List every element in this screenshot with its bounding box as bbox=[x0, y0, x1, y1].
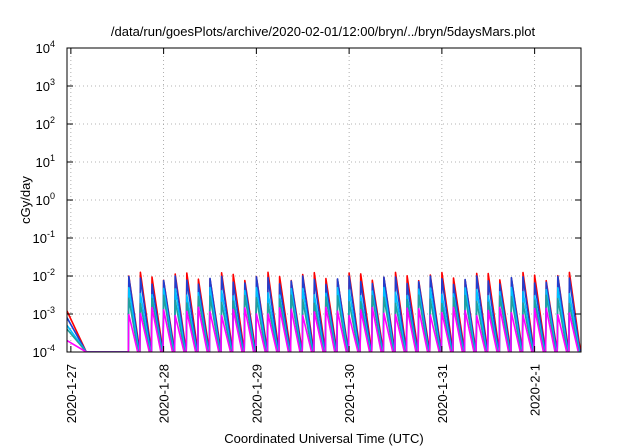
y-axis-label: cGy/day bbox=[18, 176, 33, 224]
x-axis-label: Coordinated Universal Time (UTC) bbox=[224, 431, 423, 446]
y-tick-label: 10-4 bbox=[33, 343, 55, 360]
y-tick-label: 104 bbox=[36, 39, 55, 56]
y-tick-label: 10-2 bbox=[33, 267, 55, 284]
x-tick-label: 2020-1-30 bbox=[342, 364, 357, 423]
y-tick-label: 102 bbox=[36, 115, 55, 132]
x-tick-label: 2020-1-31 bbox=[435, 364, 450, 423]
y-ticks: 10-4 10-3 10-2 10-1 100 101 102 103 104 bbox=[33, 39, 581, 360]
y-tick-label: 10-3 bbox=[33, 305, 55, 322]
y-tick-label: 103 bbox=[36, 77, 55, 94]
y-tick-label: 10-1 bbox=[33, 229, 55, 246]
grid bbox=[67, 48, 581, 352]
x-ticks: 2020-1-27 2020-1-28 2020-1-29 2020-1-30 2020… bbox=[64, 48, 543, 423]
chart-title: /data/run/goesPlots/archive/2020-02-01/1… bbox=[111, 24, 536, 39]
series-group bbox=[67, 271, 581, 352]
x-tick-label: 2020-1-29 bbox=[249, 364, 264, 423]
x-tick-label: 2020-2-1 bbox=[528, 364, 543, 416]
x-tick-label: 2020-1-27 bbox=[64, 364, 79, 423]
y-tick-label: 100 bbox=[36, 191, 55, 208]
y-tick-label: 101 bbox=[36, 153, 55, 170]
x-tick-label: 2020-1-28 bbox=[157, 364, 172, 423]
